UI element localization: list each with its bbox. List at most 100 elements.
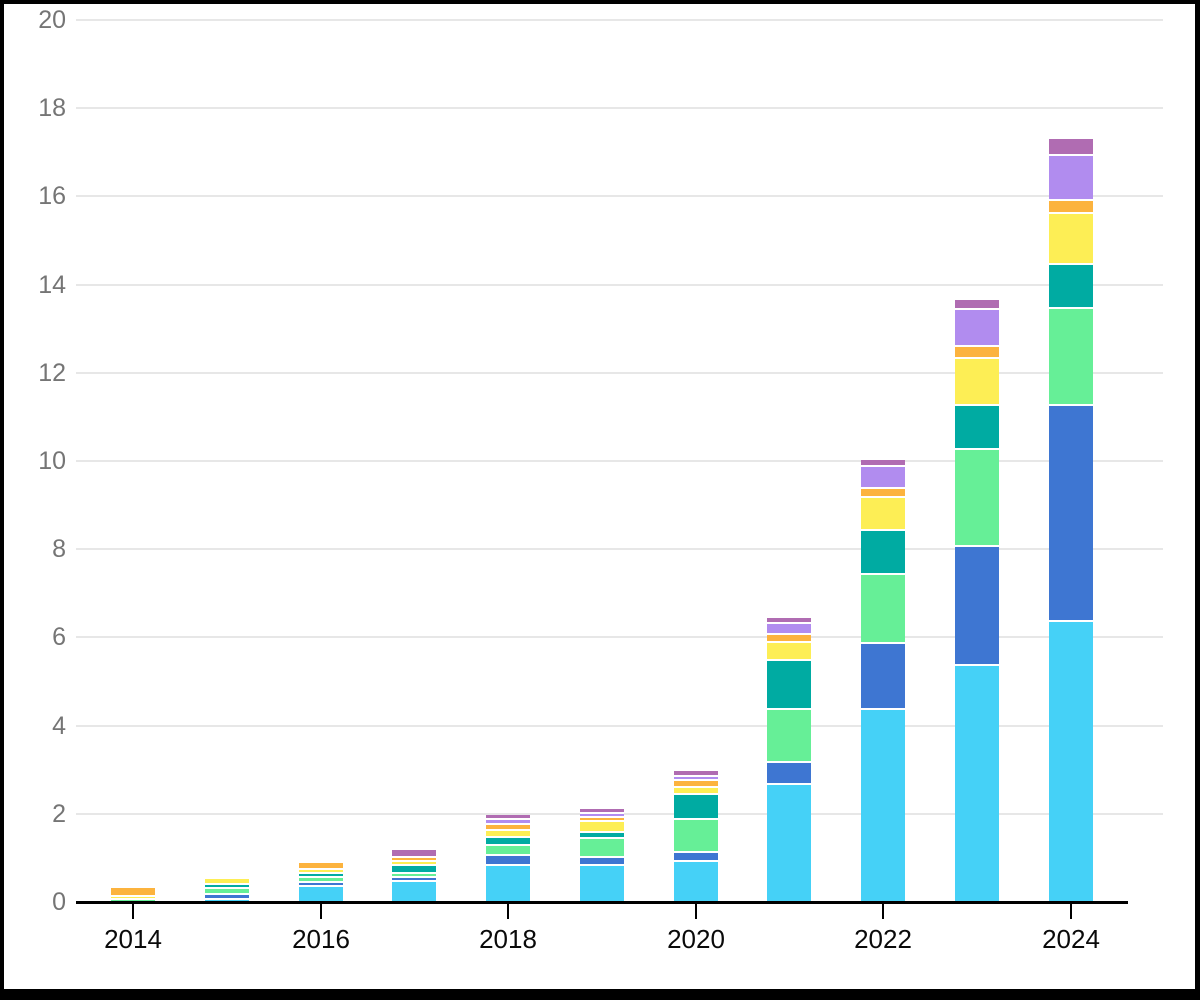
bar-segment-yellow — [674, 785, 718, 794]
bar-segment-green — [767, 707, 811, 761]
x-axis-tick — [132, 903, 134, 919]
bar-segment-green — [392, 872, 436, 877]
y-axis-label: 4 — [52, 712, 66, 740]
bar-segment-cyan — [1049, 619, 1093, 902]
bar-segment-royal-blue — [580, 855, 624, 865]
bar-segment-green — [1049, 306, 1093, 404]
bar-segment-orange — [111, 887, 155, 895]
bar-segment-yellow — [299, 868, 343, 873]
bar-segment-violet — [674, 774, 718, 780]
gridline-14 — [76, 284, 1163, 286]
bar-segment-royal-blue — [955, 544, 999, 664]
x-axis-tick — [320, 903, 322, 919]
bar-segment-yellow — [1049, 211, 1093, 263]
bar-2022 — [861, 460, 905, 902]
bar-segment-teal — [205, 883, 249, 887]
bar-segment-violet — [580, 812, 624, 816]
bar-segment-cyan — [674, 860, 718, 902]
bar-segment-teal — [861, 529, 905, 574]
gridline-10 — [76, 460, 1163, 462]
gridline-18 — [76, 107, 1163, 109]
bar-segment-teal — [955, 403, 999, 448]
y-axis-label: 6 — [52, 623, 66, 651]
bar-segment-royal-blue — [1049, 403, 1093, 620]
bar-segment-plum — [486, 814, 530, 819]
bar-2015 — [205, 879, 249, 902]
bar-segment-green — [955, 447, 999, 545]
bar-segment-green — [861, 573, 905, 642]
y-axis-label: 8 — [52, 535, 66, 563]
bar-2024 — [1049, 139, 1093, 902]
x-axis-label: 2020 — [667, 924, 725, 954]
bar-2019 — [580, 808, 624, 902]
bar-segment-orange — [674, 779, 718, 786]
bar-segment-teal — [1049, 262, 1093, 307]
bar-segment-yellow — [111, 894, 155, 899]
bar-segment-orange — [580, 815, 624, 821]
bar-segment-plum — [767, 617, 811, 622]
x-axis-tick — [507, 903, 509, 919]
bar-segment-royal-blue — [674, 851, 718, 861]
bar-segment-plum — [392, 850, 436, 856]
bar-segment-plum — [955, 299, 999, 308]
bar-segment-cyan — [486, 863, 530, 902]
y-axis-label: 2 — [52, 800, 66, 828]
bar-segment-cyan — [861, 707, 905, 902]
y-axis-label: 14 — [38, 271, 66, 299]
bar-segment-royal-blue — [486, 853, 530, 864]
bar-segment-teal — [767, 659, 811, 708]
bar-segment-yellow — [861, 496, 905, 530]
gridline-8 — [76, 548, 1163, 550]
bar-segment-green — [674, 817, 718, 852]
gridline-20 — [76, 19, 1163, 21]
bar-segment-yellow — [580, 820, 624, 831]
bar-2020 — [674, 771, 718, 902]
bar-segment-teal — [486, 836, 530, 845]
bar-2021 — [767, 617, 811, 902]
y-axis-label: 16 — [38, 182, 66, 210]
gridline-6 — [76, 636, 1163, 638]
gridline-12 — [76, 372, 1163, 374]
bar-2016 — [299, 863, 343, 902]
bar-segment-cyan — [767, 782, 811, 902]
bar-segment-orange — [955, 345, 999, 358]
x-axis-line — [76, 901, 1128, 904]
bar-segment-yellow — [392, 859, 436, 864]
bar-2018 — [486, 814, 530, 902]
bar-segment-violet — [767, 621, 811, 633]
x-axis-tick — [695, 903, 697, 919]
bar-segment-teal — [392, 863, 436, 873]
bar-segment-yellow — [205, 879, 249, 884]
bar-2023 — [955, 299, 999, 902]
bar-segment-royal-blue — [392, 876, 436, 880]
bar-2017 — [392, 850, 436, 902]
bar-segment-teal — [674, 793, 718, 818]
bar-segment-royal-blue — [299, 880, 343, 886]
bar-2014 — [111, 887, 155, 902]
bar-segment-yellow — [767, 640, 811, 660]
x-axis-label: 2022 — [854, 924, 912, 954]
bar-segment-cyan — [299, 885, 343, 902]
bar-segment-teal — [580, 830, 624, 838]
bar-segment-royal-blue — [767, 760, 811, 783]
y-axis-label: 10 — [38, 447, 66, 475]
bar-segment-plum — [861, 460, 905, 466]
bar-segment-green — [205, 886, 249, 894]
gridline-16 — [76, 195, 1163, 197]
bar-segment-royal-blue — [861, 641, 905, 708]
bar-segment-orange — [486, 822, 530, 830]
bar-segment-orange — [1049, 198, 1093, 212]
bar-segment-violet — [1049, 154, 1093, 199]
bar-segment-orange — [861, 486, 905, 497]
bar-segment-orange — [767, 632, 811, 641]
bar-segment-plum — [1049, 139, 1093, 155]
bar-segment-green — [299, 876, 343, 881]
bar-segment-violet — [955, 307, 999, 346]
x-axis-label: 2014 — [104, 924, 162, 954]
bar-segment-teal — [299, 872, 343, 877]
y-axis-label: 20 — [38, 6, 66, 34]
bar-segment-orange — [392, 855, 436, 860]
bar-segment-cyan — [392, 879, 436, 902]
x-axis-label: 2024 — [1042, 924, 1100, 954]
